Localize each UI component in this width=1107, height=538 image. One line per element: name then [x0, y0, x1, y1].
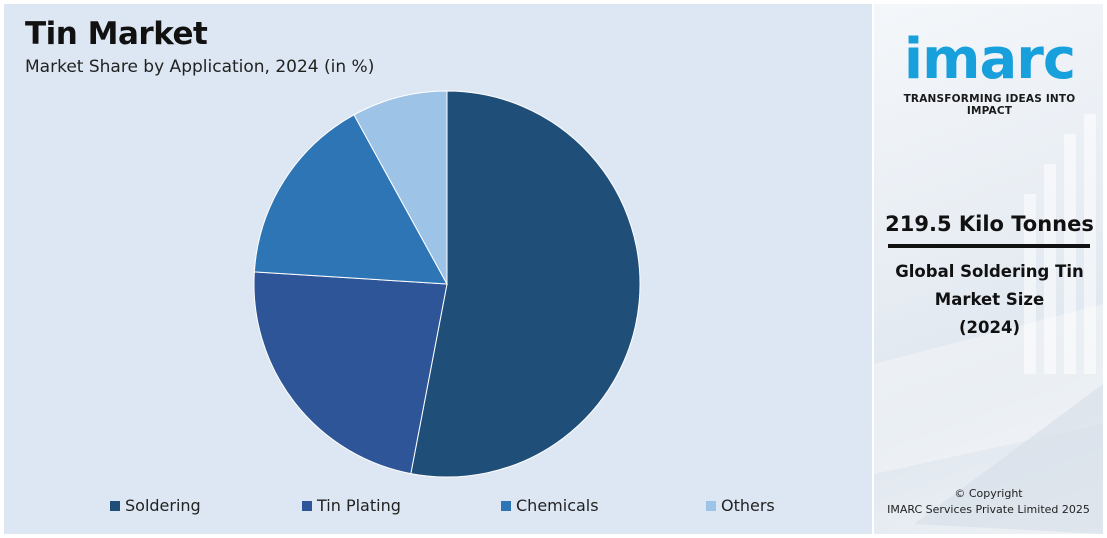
- chart-subtitle: Market Share by Application, 2024 (in %): [25, 57, 375, 77]
- pie-chart: [253, 90, 641, 478]
- legend-swatch: [110, 500, 120, 511]
- stat-label: Global Soldering Tin Market Size (2024): [882, 258, 1097, 342]
- legend-label: Chemicals: [516, 496, 599, 515]
- legend-item-tin-plating: Tin Plating: [302, 496, 401, 515]
- imarc-logo: imarc: [903, 27, 1076, 92]
- chart-title: Tin Market: [25, 16, 208, 52]
- pie-slice-chemicals: [253, 114, 448, 285]
- legend-label: Tin Plating: [317, 496, 401, 515]
- legend-label: Soldering: [125, 496, 201, 515]
- stat-label-line-3: (2024): [958, 318, 1020, 337]
- pie-slice-others: [353, 90, 448, 285]
- legend-swatch: [302, 500, 312, 511]
- copyright-line-1: © Copyright: [954, 487, 1023, 500]
- legend-item-soldering: Soldering: [110, 496, 201, 515]
- legend-swatch: [501, 500, 511, 511]
- stat-divider: [888, 244, 1090, 248]
- chart-legend: Soldering Tin Plating Chemicals Others: [4, 496, 872, 520]
- pie-slice-soldering: [410, 90, 641, 478]
- stat-value: 219.5 Kilo Tonnes: [885, 212, 1094, 236]
- legend-label: Others: [721, 496, 775, 515]
- copyright-line-2: IMARC Services Private Limited 2025: [887, 503, 1090, 516]
- stat-label-line-2: Market Size: [934, 290, 1045, 309]
- legend-item-chemicals: Chemicals: [501, 496, 599, 515]
- brand-tagline: TRANSFORMING IDEAS INTO IMPACT: [903, 93, 1076, 117]
- pie-slice-tin-plating: [253, 271, 448, 475]
- chart-panel: Tin Market Market Share by Application, …: [4, 4, 872, 534]
- stat-label-line-1: Global Soldering Tin: [895, 262, 1084, 281]
- background-chart-graphic: [874, 114, 1103, 534]
- legend-swatch: [706, 500, 716, 511]
- copyright: © Copyright IMARC Services Private Limit…: [874, 486, 1103, 518]
- side-panel: imarc TRANSFORMING IDEAS INTO IMPACT 219…: [874, 4, 1103, 534]
- legend-item-others: Others: [706, 496, 775, 515]
